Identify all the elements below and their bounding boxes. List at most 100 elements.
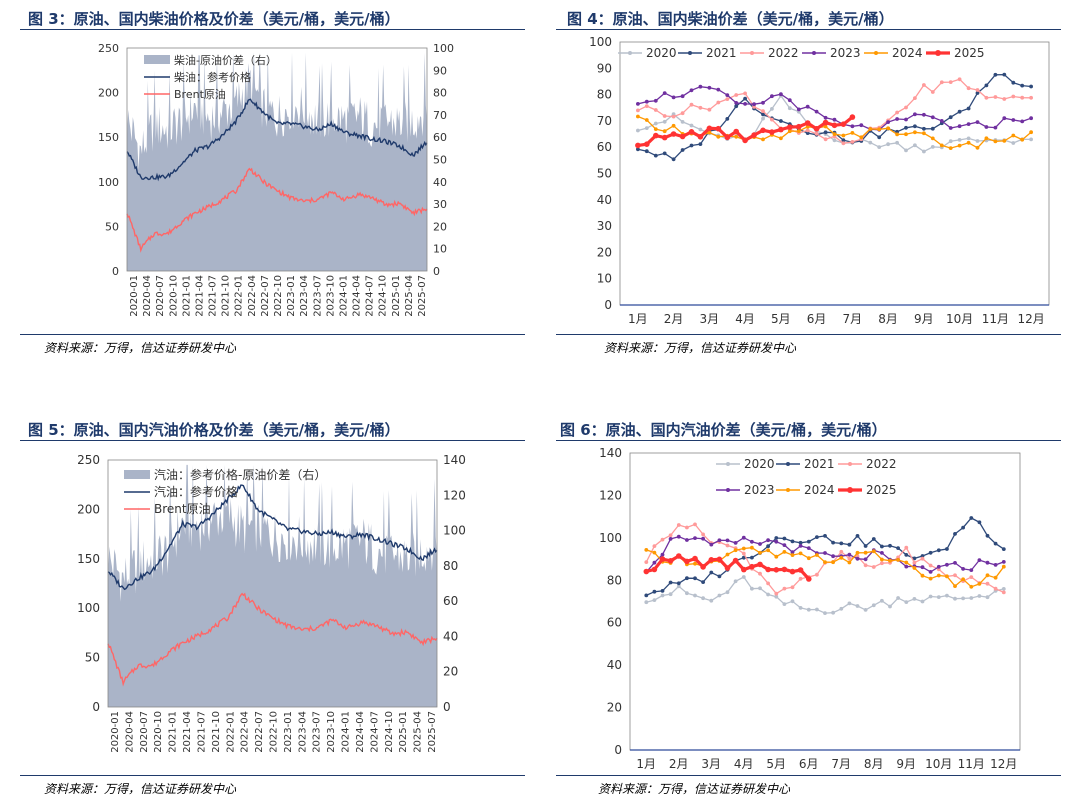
series-point-2025 bbox=[679, 133, 686, 140]
x-tick-label: 2020-07 bbox=[139, 711, 150, 753]
x-tick-label: 1月 bbox=[628, 312, 648, 326]
y-tick-label: 40 bbox=[607, 658, 622, 672]
legend-label: 柴油：参考价格 bbox=[174, 70, 251, 84]
series-point-2020 bbox=[904, 148, 908, 153]
series-point-2023 bbox=[957, 124, 962, 129]
series-point-2023 bbox=[984, 125, 989, 129]
series-point-2020 bbox=[928, 594, 933, 599]
series-point-2021 bbox=[805, 131, 810, 135]
series-point-2025 bbox=[831, 122, 838, 129]
series-point-2021 bbox=[652, 589, 657, 594]
series-point-2020 bbox=[1011, 141, 1016, 145]
series-point-2020 bbox=[975, 139, 980, 143]
series-point-2021 bbox=[698, 142, 703, 146]
x-tick-label: 3月 bbox=[701, 757, 721, 771]
right-tick-label: 40 bbox=[443, 629, 458, 643]
series-point-2024 bbox=[636, 114, 640, 119]
series-point-2024 bbox=[945, 574, 949, 579]
series-point-2025 bbox=[708, 557, 715, 563]
series-point-2022 bbox=[984, 95, 989, 100]
series-point-2024 bbox=[671, 123, 676, 128]
series-point-2025 bbox=[716, 556, 723, 563]
plot-frame bbox=[107, 459, 438, 708]
series-point-2025 bbox=[796, 123, 802, 130]
series-point-2025 bbox=[742, 137, 748, 144]
series-point-2024 bbox=[741, 546, 746, 551]
series-point-2025 bbox=[667, 558, 674, 564]
fig5-chart: 0 50 100 150 200 250 0 20 40 60 80 100 120 140 2020-01… bbox=[77, 453, 466, 753]
legend-label: 2021 bbox=[804, 457, 835, 471]
series-point-2023 bbox=[977, 558, 982, 562]
series-point-2022 bbox=[863, 563, 868, 568]
left-tick-label: 150 bbox=[98, 131, 119, 144]
x-tick-label: 2024-10 bbox=[384, 711, 395, 753]
left-tick-label: 100 bbox=[98, 176, 119, 189]
series-point-2024 bbox=[806, 556, 811, 561]
series-point-2021 bbox=[662, 151, 667, 156]
series-point-2021 bbox=[855, 534, 860, 538]
legend-label: 2020 bbox=[744, 457, 775, 471]
series-point-2023 bbox=[707, 85, 712, 90]
x-tick-label: 2021-10 bbox=[211, 711, 222, 753]
series-point-2023 bbox=[859, 123, 864, 128]
series-point-2023 bbox=[680, 94, 685, 99]
x-tick-label: 2021-04 bbox=[182, 711, 193, 753]
series-point-2020 bbox=[831, 610, 835, 615]
series-point-2025 bbox=[765, 566, 771, 573]
right-tick-label: 80 bbox=[433, 87, 447, 100]
series-point-2024 bbox=[644, 118, 649, 122]
legend-marker bbox=[786, 488, 790, 492]
series-point-2023 bbox=[913, 112, 917, 117]
x-tick-label: 2021-07 bbox=[208, 275, 219, 317]
y-tick-label: 20 bbox=[607, 701, 622, 715]
fig3-title: 图 3：原油、国内柴油价格及价差（美元/桶，美元/桶） bbox=[28, 10, 400, 28]
fig6-title: 图 6：原油、国内汽油价差（美元/桶，美元/桶） bbox=[560, 421, 887, 439]
x-tick-label: 2020-01 bbox=[129, 275, 140, 317]
series-point-2021 bbox=[831, 540, 835, 545]
series-point-2023 bbox=[653, 98, 658, 103]
series-point-2023 bbox=[750, 539, 754, 544]
series-point-2023 bbox=[886, 120, 890, 124]
series-point-2022 bbox=[1011, 94, 1016, 99]
series-point-2021 bbox=[936, 548, 941, 553]
series-point-2020 bbox=[847, 601, 852, 606]
fig5-source-rule bbox=[20, 775, 525, 776]
series-point-2022 bbox=[752, 105, 756, 109]
series-point-2020 bbox=[839, 606, 844, 611]
series-point-2024 bbox=[912, 566, 917, 570]
legend-label: 2025 bbox=[954, 46, 985, 60]
series-point-2024 bbox=[886, 126, 890, 131]
series-point-2023 bbox=[961, 567, 965, 571]
series-point-2022 bbox=[957, 77, 962, 82]
series-point-2024 bbox=[904, 132, 908, 137]
series-point-2022 bbox=[766, 581, 770, 586]
series-point-2022 bbox=[644, 104, 649, 108]
legend-label: 2020 bbox=[646, 46, 677, 60]
series-point-2025 bbox=[822, 119, 829, 126]
series-point-2023 bbox=[668, 537, 673, 541]
series-point-2025 bbox=[741, 566, 747, 573]
series-point-2023 bbox=[904, 564, 909, 569]
x-tick-label: 2021-01 bbox=[168, 711, 179, 753]
series-point-2020 bbox=[896, 596, 900, 600]
series-point-2025 bbox=[635, 142, 641, 149]
series-point-2021 bbox=[871, 537, 876, 541]
series-point-2020 bbox=[790, 599, 795, 604]
left-tick-label: 0 bbox=[92, 700, 100, 714]
series-point-2020 bbox=[823, 611, 827, 615]
series-point-2020 bbox=[685, 591, 689, 596]
series-point-2024 bbox=[922, 131, 926, 136]
series-point-2023 bbox=[636, 102, 640, 106]
series-point-2020 bbox=[886, 142, 890, 147]
series-point-2024 bbox=[766, 548, 770, 553]
left-tick-label: 50 bbox=[85, 651, 100, 665]
series-point-2020 bbox=[701, 596, 705, 601]
series-point-2021 bbox=[734, 104, 739, 109]
series-point-2024 bbox=[993, 575, 998, 580]
series-point-2024 bbox=[1011, 133, 1016, 138]
series-point-2022 bbox=[953, 573, 957, 578]
series-point-2023 bbox=[790, 550, 795, 555]
series-point-2023 bbox=[930, 115, 935, 120]
x-tick-label: 2023-10 bbox=[325, 275, 336, 317]
series-point-2024 bbox=[716, 134, 721, 139]
